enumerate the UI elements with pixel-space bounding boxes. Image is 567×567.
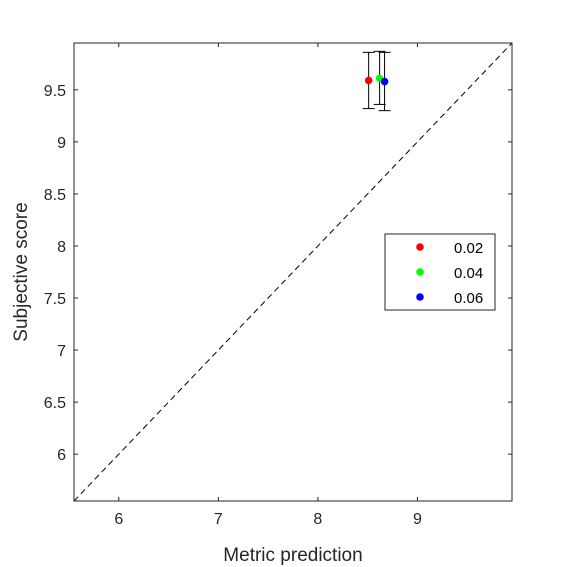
x-tick-label: 9 <box>413 511 422 528</box>
y-tick-label: 6 <box>57 447 66 464</box>
x-axis-title: Metric prediction <box>223 545 362 566</box>
x-tick-label: 6 <box>114 511 123 528</box>
y-tick-label: 8 <box>57 239 66 256</box>
y-tick-label: 7.5 <box>44 291 66 308</box>
legend-label: 0.06 <box>454 290 483 307</box>
legend-marker <box>416 293 424 301</box>
x-tick-label: 7 <box>214 511 223 528</box>
x-tick-label: 8 <box>313 511 322 528</box>
legend-label: 0.02 <box>454 240 483 257</box>
data-point <box>380 77 389 86</box>
legend-marker <box>416 243 424 251</box>
y-tick-label: 8.5 <box>44 187 66 204</box>
legend-marker <box>416 268 424 276</box>
plot-frame <box>73 42 513 502</box>
y-axis-title: Subjective score <box>11 202 32 341</box>
y-tick-label: 6.5 <box>44 395 66 412</box>
y-tick-label: 9 <box>57 135 66 152</box>
identity-line <box>73 42 513 502</box>
data-point <box>364 76 373 85</box>
legend-label: 0.04 <box>454 265 483 282</box>
y-tick-label: 9.5 <box>44 83 66 100</box>
y-tick-label: 7 <box>57 343 66 360</box>
legend-box <box>384 233 496 311</box>
